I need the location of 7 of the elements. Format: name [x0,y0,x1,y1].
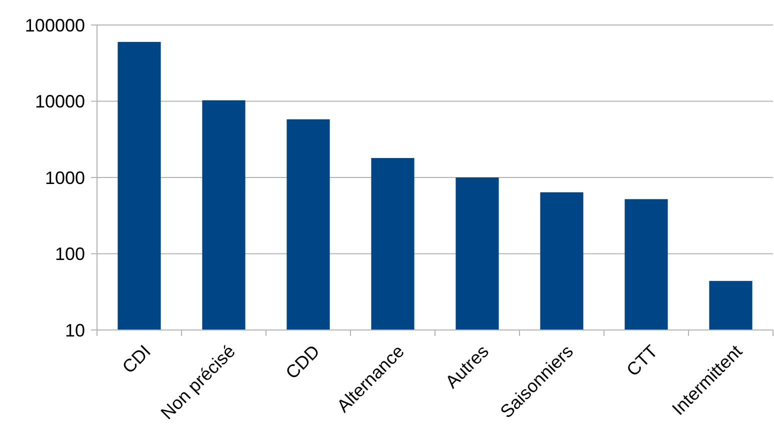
y-tick-label: 100000 [24,15,85,36]
x-tick-label: CDI [118,341,155,378]
y-tick-label: 10 [64,320,85,340]
y-tick-label: 10000 [34,92,85,112]
x-tick-label: CTT [622,341,662,380]
y-tick-label: 100 [54,244,85,264]
y-tick-label: 1000 [44,168,85,188]
